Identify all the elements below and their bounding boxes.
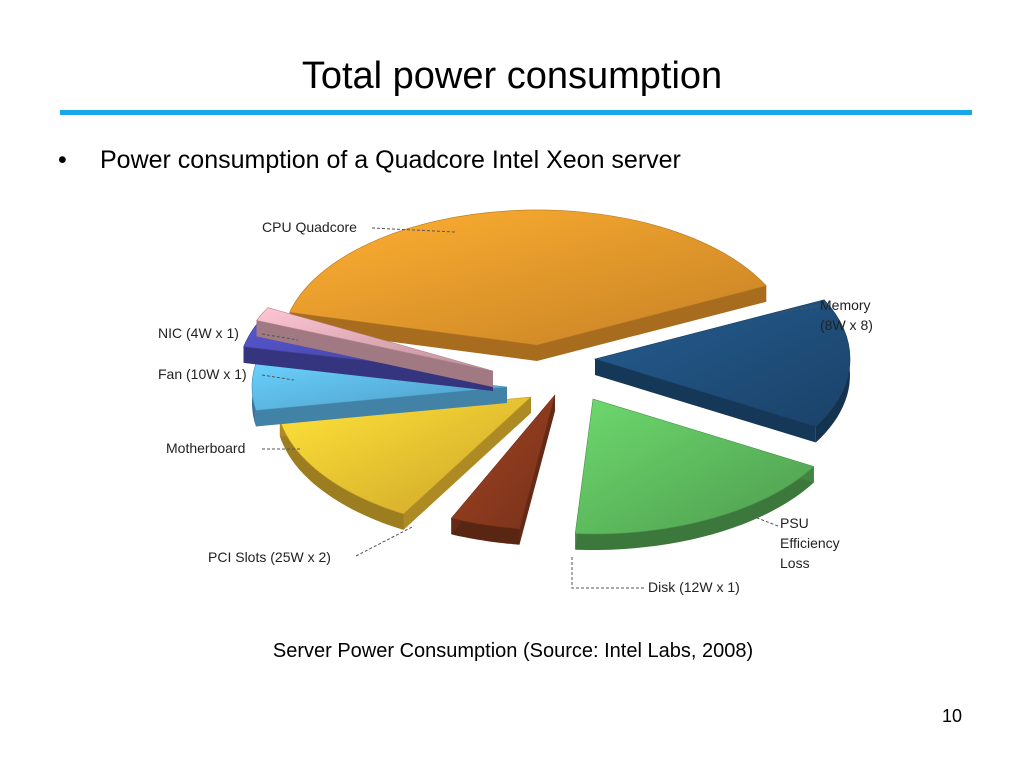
leader-line [781,305,819,313]
pie-chart: CPU Quadcore Memory (8W x 8) PSU Efficiency L… [0,190,1024,620]
slice-wall [537,285,767,361]
slice-label: NIC (4W x 1) [158,325,239,341]
leader-line [571,556,644,589]
slice-side [575,466,814,550]
slice-top [574,398,815,535]
slice-side [451,518,520,545]
leader-line [371,227,456,233]
slice-wall [595,359,816,443]
title-divider [60,110,972,115]
pie-slice-nic-4w-x-1 [256,307,494,387]
slice-label: CPU Quadcore [262,219,357,235]
pie-slice-disk-12w-x-1 [450,394,556,545]
bullet-item: • Power consumption of a Quadcore Intel X… [58,143,681,177]
slice-side [279,420,404,530]
slice-top [450,394,556,530]
slice-wall [519,395,555,545]
slice-label: Disk (12W x 1) [648,579,740,595]
leader-line [261,374,295,381]
slice-wall [255,387,507,427]
pie-slice-memory [593,299,851,443]
slice-wall [243,346,493,391]
slice-label: Fan (10W x 1) [158,366,247,382]
leader-line [261,333,299,341]
pie-slice-pci-slots-25w-x-2 [279,396,532,530]
chart-caption: Server Power Consumption (Source: Intel … [272,640,754,662]
slice-sublabel: Efficiency [780,535,840,551]
slice-label: Motherboard [166,440,245,456]
pie-slice-cpu-quadcore [289,209,767,361]
slice-label: PCI Slots (25W x 2) [208,549,331,565]
slice-top [279,396,532,515]
bullet-dot: • [58,146,67,174]
slice-wall [403,397,531,530]
bullet-text: Power consumption of a Quadcore Intel Xe… [100,146,681,174]
slice-top [256,307,494,372]
pie-chart-svg: CPU Quadcore Memory (8W x 8) PSU Efficiency L… [158,209,873,595]
slice-label: Memory [820,297,871,313]
leader-line [355,525,415,557]
page-number: 10 [941,706,962,726]
pie-slice-psu [574,398,815,550]
slice-top [593,299,851,427]
slide-title: Total power consumption [301,55,723,97]
slice-wall [289,312,537,361]
slice-top [289,209,767,346]
slice-sublabel: (8W x 8) [820,317,873,333]
slice-label: PSU [780,515,809,531]
slice-sublabel: Loss [780,555,810,571]
